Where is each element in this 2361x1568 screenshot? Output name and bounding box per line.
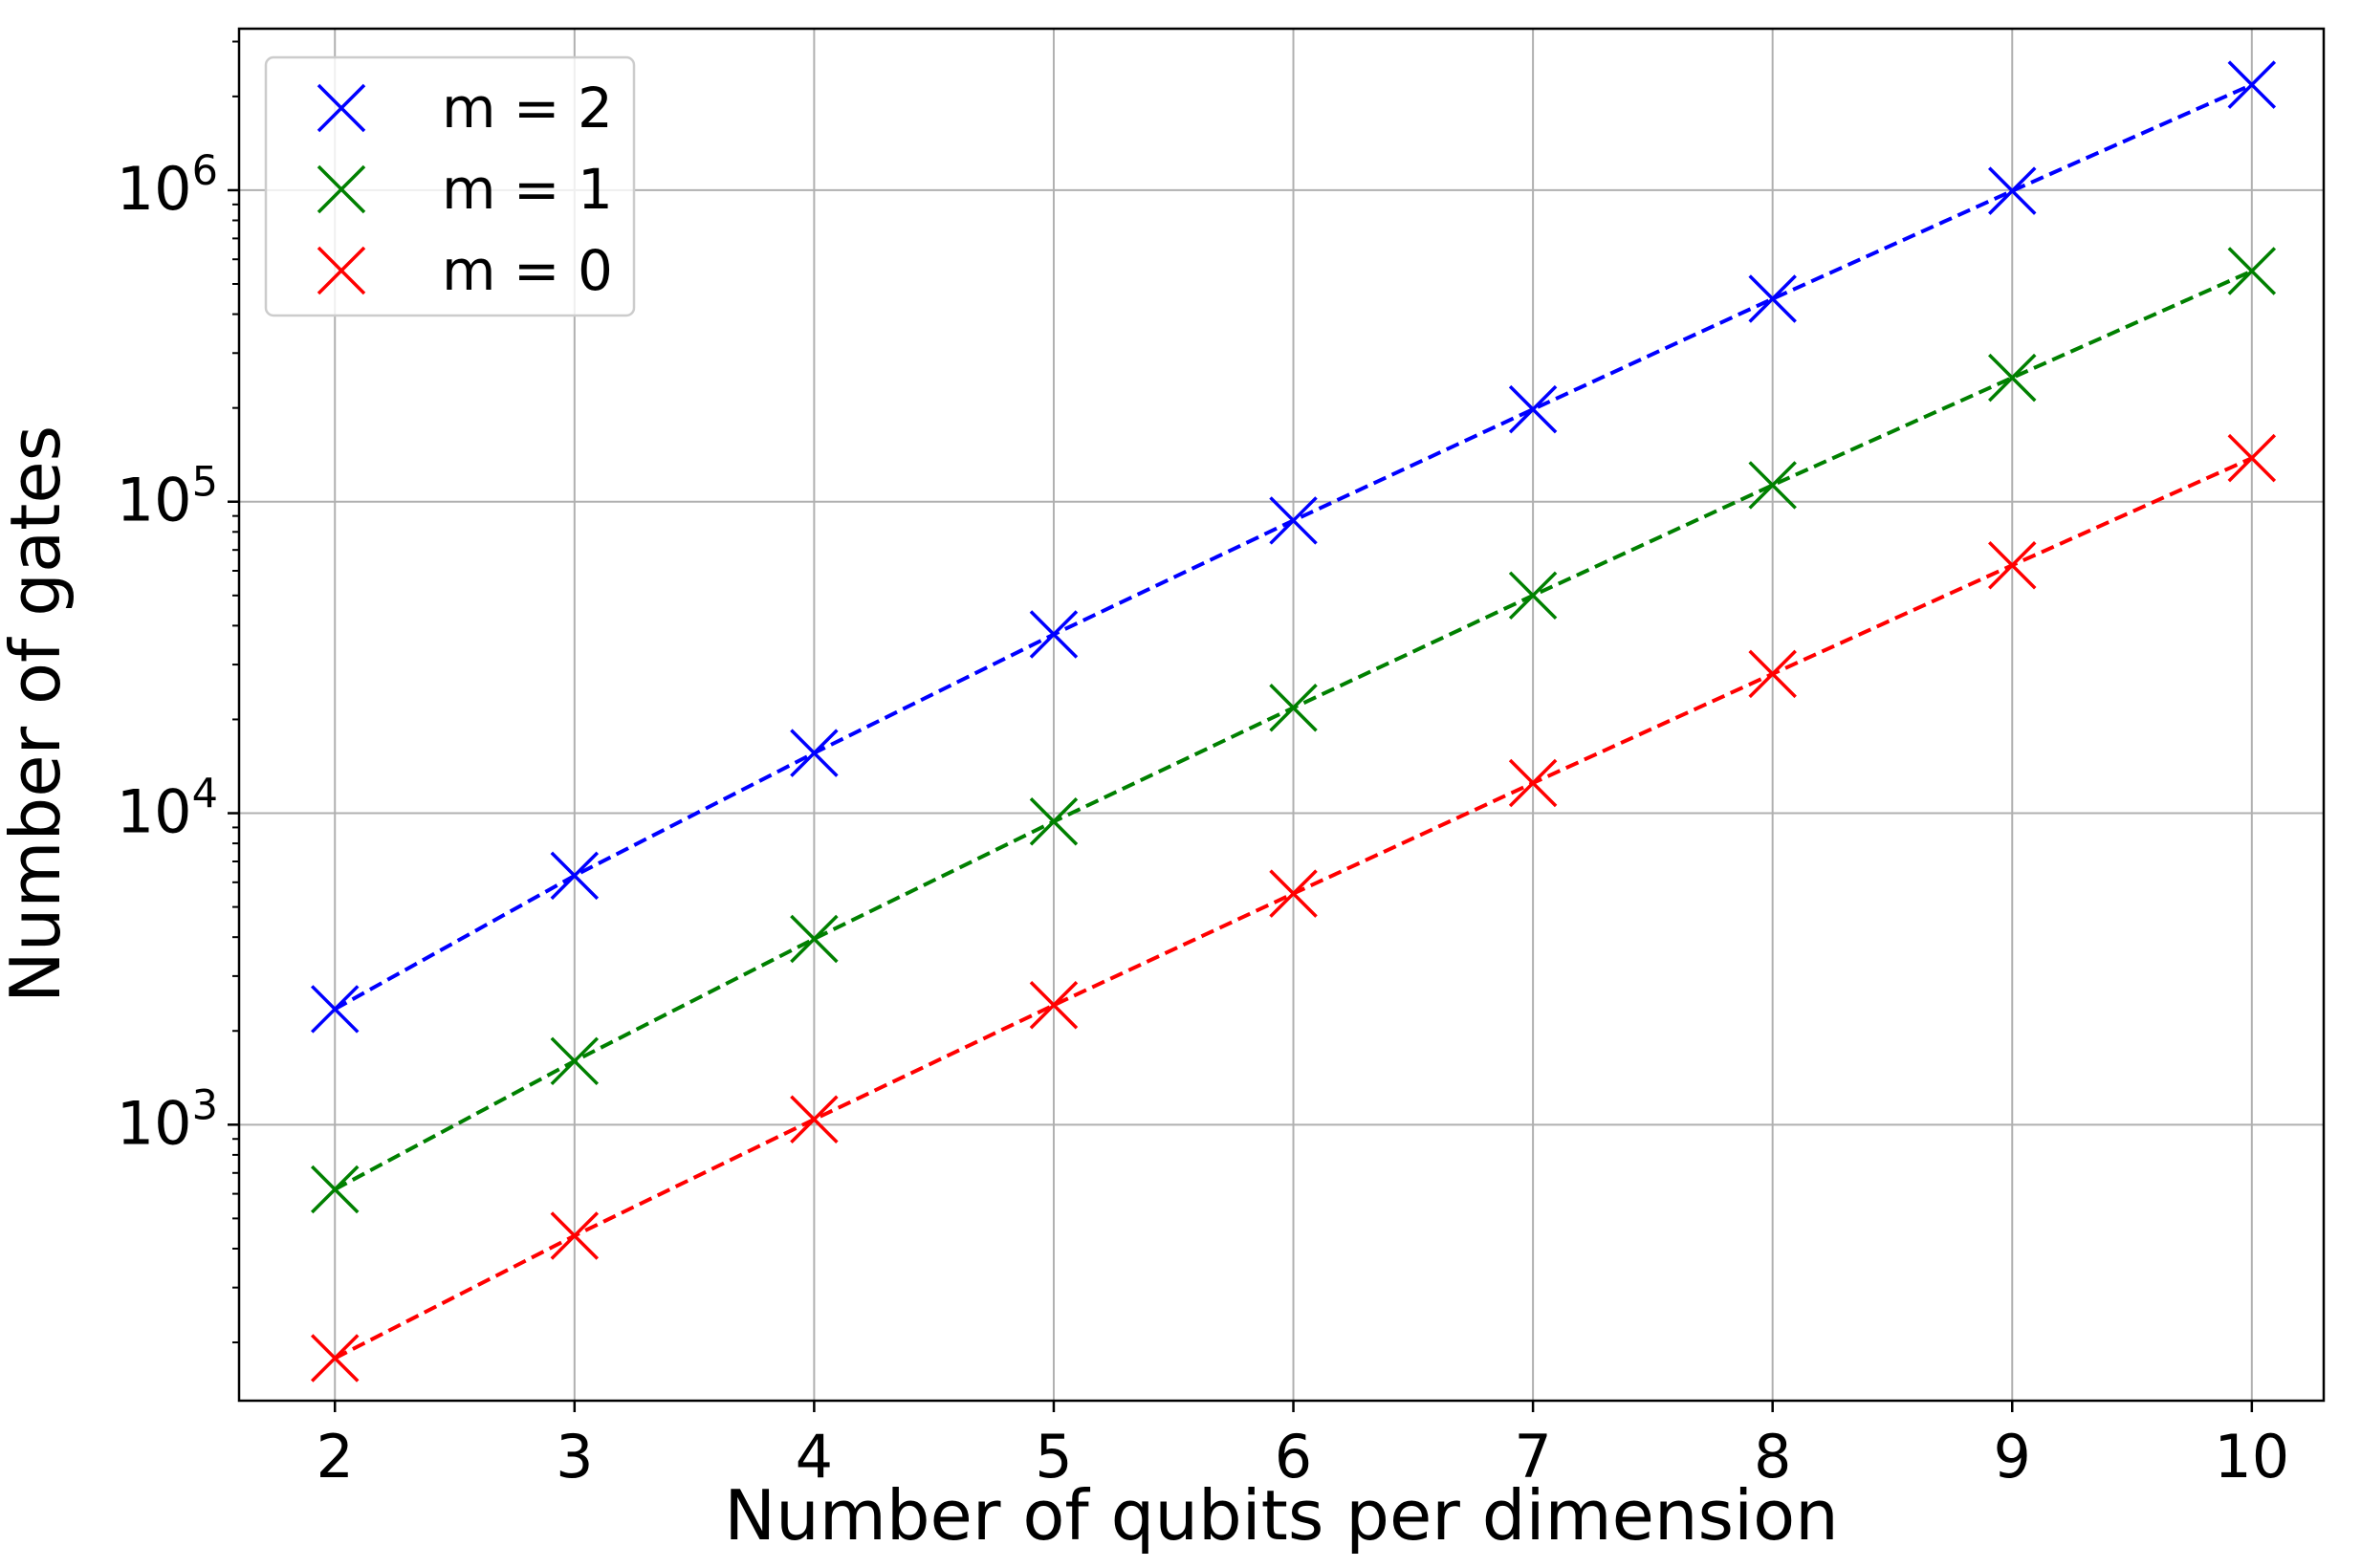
plot-frame — [237, 27, 2326, 1403]
y-tick-label-base: 10 — [117, 466, 192, 535]
data-point — [1748, 274, 1797, 323]
y-tick-label-base: 10 — [117, 777, 192, 847]
data-point — [1029, 981, 1079, 1030]
y-tick-label-exponent: 5 — [192, 459, 218, 507]
x-tick-label: 7 — [1514, 1422, 1551, 1492]
legend-marker — [317, 83, 366, 133]
grid — [239, 29, 2324, 1401]
x-tick-label: 10 — [2214, 1422, 2289, 1492]
y-tick-label-exponent: 4 — [192, 771, 218, 818]
data-point — [1748, 461, 1797, 510]
data-point — [1748, 649, 1797, 699]
y-tick-label-exponent: 6 — [192, 147, 218, 195]
data-point — [1269, 496, 1318, 545]
x-tick-label: 2 — [317, 1422, 354, 1492]
data-point — [1988, 353, 2037, 403]
x-axis-title: Number of qubits per dimension — [724, 1475, 1839, 1556]
y-tick-label: 106 — [117, 147, 218, 224]
legend-marker — [317, 246, 366, 295]
x-tick-label: 9 — [1994, 1422, 2031, 1492]
x-tick-label: 4 — [796, 1422, 833, 1492]
legend-marker — [317, 164, 366, 214]
x-tick-label: 3 — [556, 1422, 593, 1492]
data-point — [550, 1211, 600, 1260]
legend-label: m = 2 — [442, 76, 613, 141]
data-point — [310, 985, 360, 1034]
series-2 — [310, 433, 2277, 1383]
x-tick-label: 8 — [1754, 1422, 1791, 1492]
data-point — [1988, 540, 2037, 590]
data-point — [2227, 433, 2277, 483]
data-point — [2227, 60, 2277, 109]
data-point — [1029, 610, 1079, 659]
y-tick-label-base: 10 — [117, 1088, 192, 1158]
data-point — [790, 914, 839, 964]
data-point — [790, 729, 839, 777]
series-1 — [310, 247, 2277, 1214]
data-point — [1508, 758, 1558, 808]
y-tick-label: 104 — [117, 771, 218, 847]
data-point — [2227, 247, 2277, 295]
data-point — [1508, 384, 1558, 434]
x-tick-label: 6 — [1275, 1422, 1312, 1492]
legend-label: m = 1 — [442, 157, 613, 222]
y-tick-label: 103 — [117, 1081, 218, 1158]
data-point — [550, 1036, 600, 1086]
data-point — [550, 851, 600, 901]
y-tick-label-exponent: 3 — [192, 1081, 218, 1129]
data-point — [310, 1334, 360, 1383]
series-layer — [310, 60, 2277, 1383]
data-point — [1508, 571, 1558, 621]
data-point — [1269, 869, 1318, 918]
series-0 — [310, 60, 2277, 1034]
y-axis-title: Number of gates — [0, 425, 76, 1003]
legend-box — [264, 55, 636, 317]
data-point — [1269, 684, 1318, 732]
legend: m = 2 m = 1 m = 0 — [264, 55, 636, 317]
data-point — [310, 1165, 360, 1214]
x-tick-label: 5 — [1035, 1422, 1072, 1492]
x-axis-ticks: 2 3 4 5 6 7 8 9 10 — [317, 1401, 2289, 1492]
data-point — [1988, 166, 2037, 215]
y-tick-label: 105 — [117, 459, 218, 535]
legend-label: m = 0 — [442, 238, 613, 303]
data-point — [790, 1095, 839, 1144]
data-point — [1029, 797, 1079, 846]
y-tick-label-base: 10 — [117, 154, 192, 224]
